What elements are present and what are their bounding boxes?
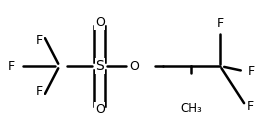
Text: F: F [36,85,43,98]
Text: F: F [8,60,15,72]
Text: F: F [247,100,254,113]
Text: O: O [129,60,139,72]
Text: F: F [248,65,255,78]
Text: O: O [95,16,105,29]
Text: O: O [95,103,105,116]
Text: S: S [95,59,104,73]
Text: CH₃: CH₃ [180,102,202,115]
Text: F: F [36,34,43,47]
Text: F: F [216,17,223,30]
